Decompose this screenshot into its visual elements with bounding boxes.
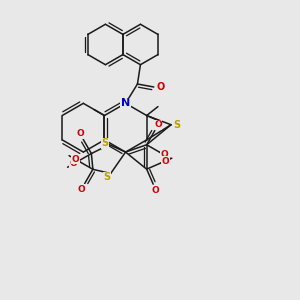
Text: O: O xyxy=(70,159,78,168)
Text: O: O xyxy=(76,129,84,138)
Text: O: O xyxy=(156,82,164,92)
Text: O: O xyxy=(71,155,79,164)
Text: O: O xyxy=(161,157,169,166)
Text: N: N xyxy=(121,98,130,108)
Text: O: O xyxy=(77,185,85,194)
Text: S: S xyxy=(103,172,111,182)
Text: O: O xyxy=(152,186,160,195)
Text: N: N xyxy=(121,98,130,108)
Text: S: S xyxy=(101,138,108,148)
Text: O: O xyxy=(160,150,168,159)
Text: O: O xyxy=(154,120,162,129)
Text: S: S xyxy=(173,120,180,130)
